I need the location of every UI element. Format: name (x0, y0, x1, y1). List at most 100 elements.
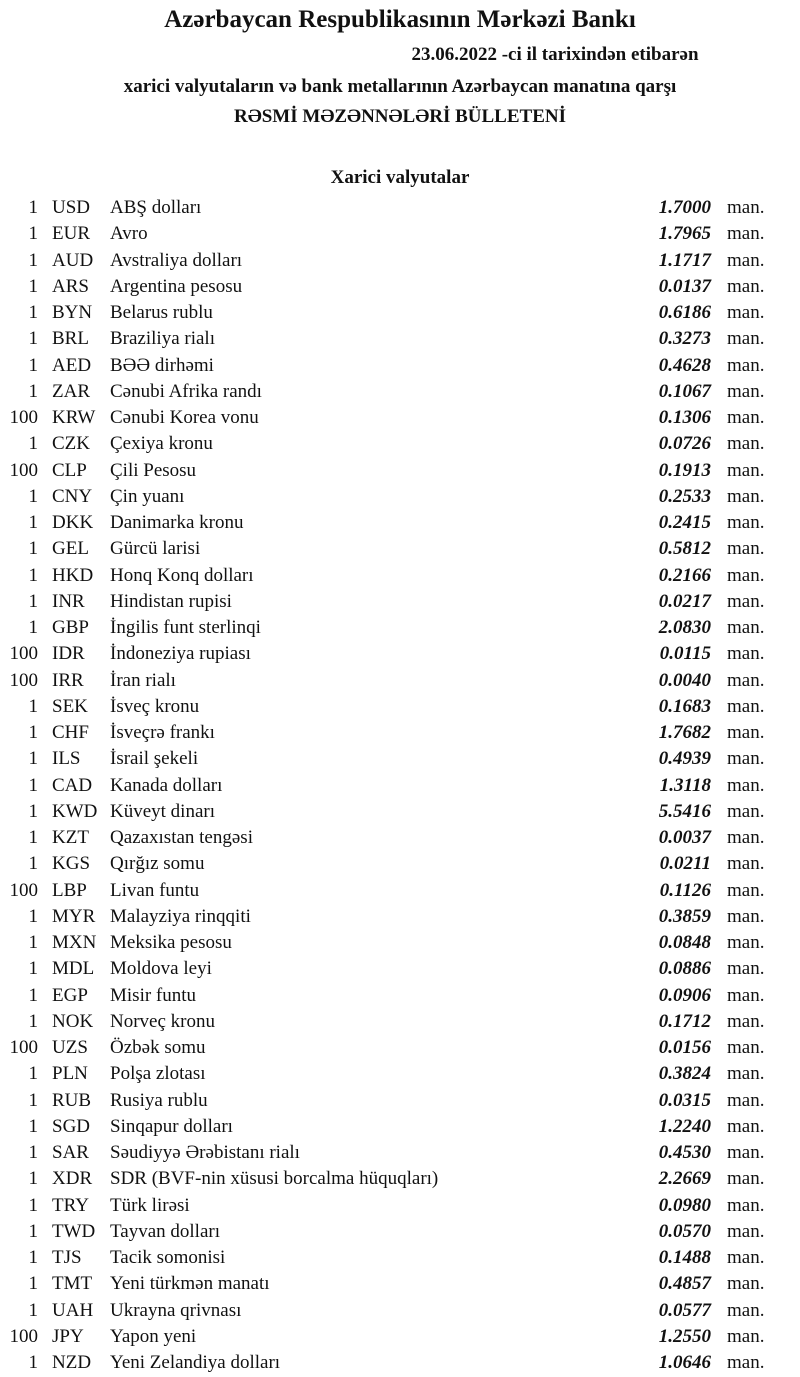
currency-code: CHF (52, 722, 89, 743)
currency-code: SEK (52, 695, 88, 717)
currency-name: Braziliya rialı (110, 328, 215, 350)
currency-code: TJS (52, 1247, 82, 1268)
currency-name: İndoneziya rupiası (110, 643, 251, 665)
currency-name: Meksika pesosu (110, 932, 232, 953)
currency-code: TRY (52, 1194, 89, 1216)
currency-code: NZD (52, 1352, 92, 1373)
rate-value: 1.3118 (659, 774, 711, 796)
unit-label: man. (727, 590, 765, 612)
currency-name: ABŞ dolları (110, 197, 202, 218)
currency-code: BYN (52, 302, 93, 323)
quantity: 1 (28, 538, 39, 560)
quantity: 1 (28, 932, 39, 953)
table-row: 1 RUB Rusiya rublu 0.0315 man. (0, 1088, 800, 1114)
unit-label: man. (727, 827, 765, 848)
table-row: 1 UAH Ukrayna qrivnası 0.0577 man. (0, 1298, 800, 1324)
rate-value: 0.0570 (658, 1220, 711, 1242)
table-row: 1 ILS İsrail şekeli 0.4939 man. (0, 746, 800, 772)
unit-label: man. (727, 1194, 765, 1216)
currency-code: CLP (52, 459, 87, 481)
table-row: 1 EUR Avro 1.7965 man. (0, 221, 800, 247)
table-row: 100 UZS Özbək somu 0.0156 man. (0, 1035, 800, 1061)
unit-label: man. (727, 354, 765, 376)
unit-label: man. (727, 1299, 765, 1321)
unit-label: man. (727, 512, 765, 533)
quantity: 1 (28, 695, 39, 717)
currency-name: Yeni türkmən manatı (110, 1273, 270, 1295)
currency-name: İsveçrə frankı (110, 722, 215, 743)
currency-code: ILS (52, 748, 81, 770)
table-row: 1 TWD Tayvan dolları 0.0570 man. (0, 1219, 800, 1245)
quantity: 1 (28, 800, 39, 822)
quantity: 1 (28, 302, 39, 323)
table-row: 1 INR Hindistan rupisi 0.0217 man. (0, 589, 800, 615)
currency-code: EUR (52, 223, 90, 245)
table-row: 1 GEL Gürcü larisi 0.5812 man. (0, 536, 800, 562)
currency-code: ARS (52, 275, 89, 297)
quantity: 1 (28, 1142, 39, 1163)
rate-value: 0.0037 (658, 827, 711, 848)
table-row: 1 MDL Moldova leyi 0.0886 man. (0, 956, 800, 982)
unit-label: man. (727, 223, 765, 245)
currency-code: IRR (52, 669, 84, 691)
table-row: 1 GBP İngilis funt sterlinqi 2.0830 man. (0, 615, 800, 641)
quantity: 1 (28, 1273, 39, 1295)
table-row: 100 IRR İran rialı 0.0040 man. (0, 668, 800, 694)
quantity: 100 (9, 1037, 39, 1058)
unit-label: man. (727, 1010, 765, 1032)
currency-name: BƏƏ dirhəmi (110, 354, 214, 376)
rate-value: 0.4530 (658, 1142, 711, 1163)
table-row: 1 SEK İsveç kronu 0.1683 man. (0, 694, 800, 720)
rate-value: 0.6186 (658, 302, 711, 323)
currency-name: Yapon yeni (110, 1325, 197, 1347)
currency-name: Səudiyyə Ərəbistanı rialı (110, 1142, 300, 1163)
quantity: 100 (9, 669, 39, 691)
currency-name: Misir funtu (110, 984, 197, 1006)
currency-name: Kanada dolları (110, 774, 223, 796)
table-row: 1 CZK Çexiya kronu 0.0726 man. (0, 431, 800, 457)
quantity: 1 (28, 853, 39, 875)
rate-value: 1.7965 (658, 223, 711, 245)
currency-name: Küveyt dinarı (110, 800, 216, 822)
quantity: 100 (9, 1325, 39, 1347)
rate-value: 1.2240 (658, 1115, 711, 1137)
unit-label: man. (727, 1247, 765, 1268)
currency-name: Danimarka kronu (110, 512, 244, 533)
section-title: Xarici valyutalar (330, 167, 470, 188)
unit-label: man. (727, 1063, 765, 1085)
quantity: 1 (28, 1168, 39, 1190)
currency-code: KZT (52, 827, 89, 848)
quantity: 1 (28, 1115, 39, 1137)
currency-name: İsveç kronu (110, 695, 200, 717)
quantity: 1 (28, 1299, 39, 1321)
unit-label: man. (727, 197, 765, 218)
currency-code: TMT (52, 1273, 93, 1295)
rate-value: 1.0646 (658, 1352, 711, 1373)
quantity: 1 (28, 275, 39, 297)
quantity: 1 (28, 485, 39, 507)
currency-name: Qırğız somu (110, 853, 205, 875)
currency-code: GBP (52, 617, 89, 638)
currency-code: EGP (52, 984, 88, 1006)
rate-value: 0.2533 (658, 485, 711, 507)
currency-name: Tacik somonisi (110, 1247, 226, 1268)
currency-code: USD (52, 197, 91, 218)
unit-label: man. (727, 853, 765, 875)
table-row: 100 LBP Livan funtu 0.1126 man. (0, 878, 800, 904)
quantity: 1 (28, 722, 39, 743)
quantity: 1 (28, 590, 39, 612)
rate-value: 0.0217 (658, 590, 711, 612)
table-row: 1 SAR Səudiyyə Ərəbistanı rialı 0.4530 man. (0, 1140, 800, 1166)
unit-label: man. (727, 1273, 765, 1295)
table-row: 100 CLP Çili Pesosu 0.1913 man. (0, 458, 800, 484)
rate-value: 0.0156 (658, 1037, 711, 1058)
unit-label: man. (727, 407, 765, 428)
currency-code: NOK (52, 1010, 94, 1032)
table-row: 1 EGP Misir funtu 0.0906 man. (0, 983, 800, 1009)
rate-value: 1.7000 (658, 197, 711, 218)
currency-code: UAH (52, 1299, 94, 1321)
currency-name: Malayziya rinqqiti (110, 905, 251, 927)
unit-label: man. (727, 695, 765, 717)
quantity: 100 (9, 879, 39, 901)
quantity: 1 (28, 1010, 39, 1032)
